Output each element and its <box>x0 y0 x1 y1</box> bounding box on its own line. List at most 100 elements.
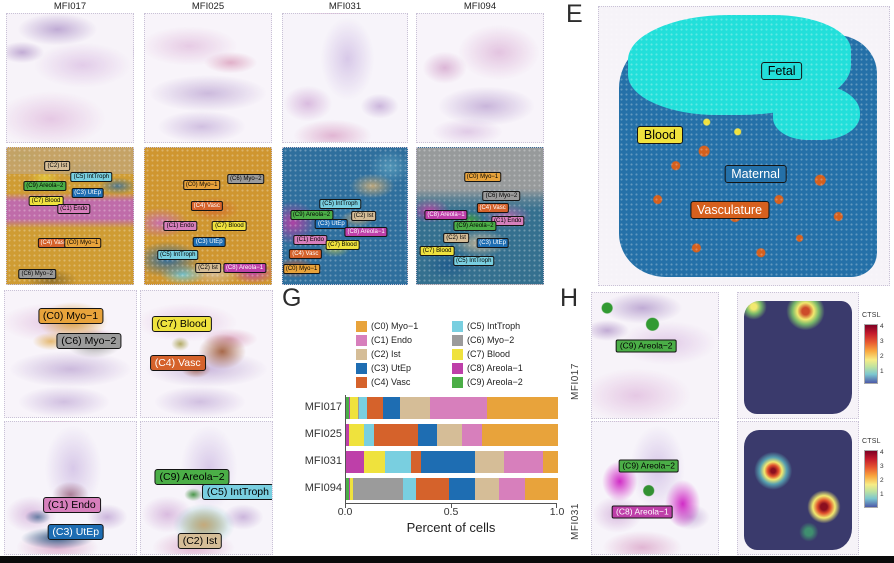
legend-item-c1: (C1) Endo <box>356 333 418 347</box>
cluster-chip-c3: (C3) UtEp <box>476 238 509 249</box>
overlay-panel-myo: (C0) Myo−1 (C6) Myo−2 <box>4 290 137 418</box>
legend-label-c0: (C0) Myo−1 <box>371 321 419 331</box>
legend-label-c6: (C6) Myo−2 <box>467 335 515 345</box>
legend-item-c4: (C4) Vasc <box>356 375 418 389</box>
cluster-chip-c7: (C7) Blood <box>212 220 247 231</box>
x-axis-tick <box>451 504 452 508</box>
histology-image-mfi017 <box>6 13 134 143</box>
row-label-mfi031: MFI031 <box>570 503 581 540</box>
cluster-chip-c8: (C8) Areola−1 <box>424 209 468 220</box>
bar-category-mfi031: MFI031 <box>304 455 342 467</box>
bar-segment-c5 <box>384 451 411 473</box>
legend-item-c6: (C6) Myo−2 <box>452 333 523 347</box>
legend-label-c5: (C5) IntTroph <box>467 321 521 331</box>
bar-segment-c4 <box>374 424 418 446</box>
row-label-mfi017: MFI017 <box>570 363 581 400</box>
histology-image-mfi025 <box>144 13 272 143</box>
legend-label-c1: (C1) Endo <box>371 335 413 345</box>
cluster-chip-c0: (C0) Myo−1 <box>463 171 502 182</box>
colorbar-tick-2: 2 <box>880 477 884 484</box>
cluster-chip-c7: (C7) Blood <box>419 246 455 257</box>
bar-segment-c4 <box>410 451 422 473</box>
colorbar-tick-4: 4 <box>880 449 884 456</box>
cluster-chip-c5: (C5) IntTroph <box>157 250 199 261</box>
cluster-chip-c7: (C7) Blood <box>28 196 64 207</box>
bar-segment-c2 <box>436 424 462 446</box>
cluster-chip-c6: (C6) Myo−2 <box>482 190 521 201</box>
colorbar-tick-3: 3 <box>880 463 884 470</box>
bar-segment-c0 <box>525 478 558 500</box>
legend-swatch-c4 <box>356 376 367 388</box>
bar-mfi025 <box>346 424 558 446</box>
cluster-chip-c3: (C3) UtEp <box>47 523 105 540</box>
cluster-chip-c3: (C3) UtEp <box>71 187 104 198</box>
cluster-chip-c0: (C0) Myo−1 <box>282 264 321 275</box>
bar-segment-c8 <box>346 451 365 473</box>
colorbar-tick-1: 1 <box>880 368 884 375</box>
cluster-chip-c5: (C5) IntTroph <box>70 171 113 182</box>
legend-item-c8: (C8) Areola−1 <box>452 361 523 375</box>
cluster-chip-c7: (C7) Blood <box>325 239 360 250</box>
blood-label: Blood <box>636 125 683 144</box>
legend-column-2: (C5) IntTroph (C6) Myo−2 (C7) Blood (C8)… <box>452 319 523 389</box>
cluster-chip-c7: (C7) Blood <box>151 315 212 332</box>
cluster-chip-c1: (C1) Endo <box>293 235 327 246</box>
legend-item-c3: (C3) UtEp <box>356 361 418 375</box>
x-axis-tick <box>556 504 557 508</box>
bar-segment-c2 <box>474 451 505 473</box>
bar-segment-c7 <box>364 451 385 473</box>
cluster-chip-c5: (C5) IntTroph <box>452 255 495 266</box>
legend-label-c3: (C3) UtEp <box>371 363 412 373</box>
cluster-chip-c5: (C5) IntTroph <box>201 483 272 500</box>
bar-segment-c3 <box>449 478 476 500</box>
cluster-chip-c2: (C2) Ist <box>177 532 223 549</box>
cluster-map-mfi031: (C5) IntTroph (C9) Areola−2 (C2) Ist (C3… <box>282 147 408 285</box>
bar-category-mfi094: MFI094 <box>304 482 342 494</box>
bar-segment-c7 <box>350 397 358 419</box>
bar-segment-c3 <box>417 424 437 446</box>
cluster-map-mfi025: (C0) Myo−1 (C6) Myo−2 (C4) Vasc (C1) End… <box>144 147 272 285</box>
legend-swatch-c2 <box>356 348 367 360</box>
panel-letter-g: G <box>282 284 302 312</box>
cluster-chip-c8: (C8) Areola−1 <box>612 505 673 519</box>
bar-segment-c4 <box>416 478 450 500</box>
bar-segment-c7 <box>348 424 364 446</box>
legend-swatch-c1 <box>356 334 367 346</box>
bar-segment-c5 <box>364 424 375 446</box>
stacked-bar-plot <box>345 395 558 503</box>
legend-swatch-c6 <box>452 334 463 346</box>
bar-segment-c1 <box>429 397 487 419</box>
sample-title-mfi017: MFI017 <box>53 1 87 12</box>
x-axis <box>345 503 557 508</box>
overlay-panel-endo-utep: (C1) Endo (C3) UtEp <box>4 421 137 555</box>
bar-segment-c9 <box>346 478 350 500</box>
sample-title-mfi031: MFI031 <box>328 1 362 12</box>
colorbar-title-ctsl: CTSL <box>862 438 881 445</box>
cluster-chip-c6: (C6) Myo−2 <box>18 269 56 280</box>
bar-segment-c1 <box>504 451 544 473</box>
x-tick-label-1: 1.0 <box>549 506 565 518</box>
legend-item-c7: (C7) Blood <box>452 347 523 361</box>
legend-label-c8: (C8) Areola−1 <box>467 363 523 373</box>
cluster-chip-c6: (C6) Myo−2 <box>227 174 265 185</box>
bar-segment-c1 <box>461 424 482 446</box>
legend-label-c7: (C7) Blood <box>467 349 511 359</box>
bar-category-mfi017: MFI017 <box>304 401 342 413</box>
legend-swatch-c5 <box>452 320 463 332</box>
cluster-chip-c9: (C9) Areola−2 <box>453 220 497 231</box>
colorbar-title-ctsl: CTSL <box>862 312 881 319</box>
maternal-label: Maternal <box>724 164 787 183</box>
bar-segment-c5 <box>358 397 368 419</box>
bar-mfi031 <box>346 451 558 473</box>
areola2-histology-mfi017: (C9) Areola−2 <box>591 292 719 419</box>
bar-segment-c0 <box>543 451 558 473</box>
bar-segment-c3 <box>421 451 475 473</box>
bar-segment-c9 <box>346 397 350 419</box>
legend-label-c2: (C2) Ist <box>371 349 401 359</box>
cluster-chip-c3: (C3) UtEp <box>192 236 226 247</box>
cluster-chip-c4: (C4) Vasc <box>190 201 223 212</box>
cluster-chip-c9: (C9) Areola−2 <box>23 181 67 192</box>
cluster-chip-c1: (C1) Endo <box>163 220 197 231</box>
bar-mfi094 <box>346 478 558 500</box>
histology-image-mfi094 <box>416 13 544 143</box>
